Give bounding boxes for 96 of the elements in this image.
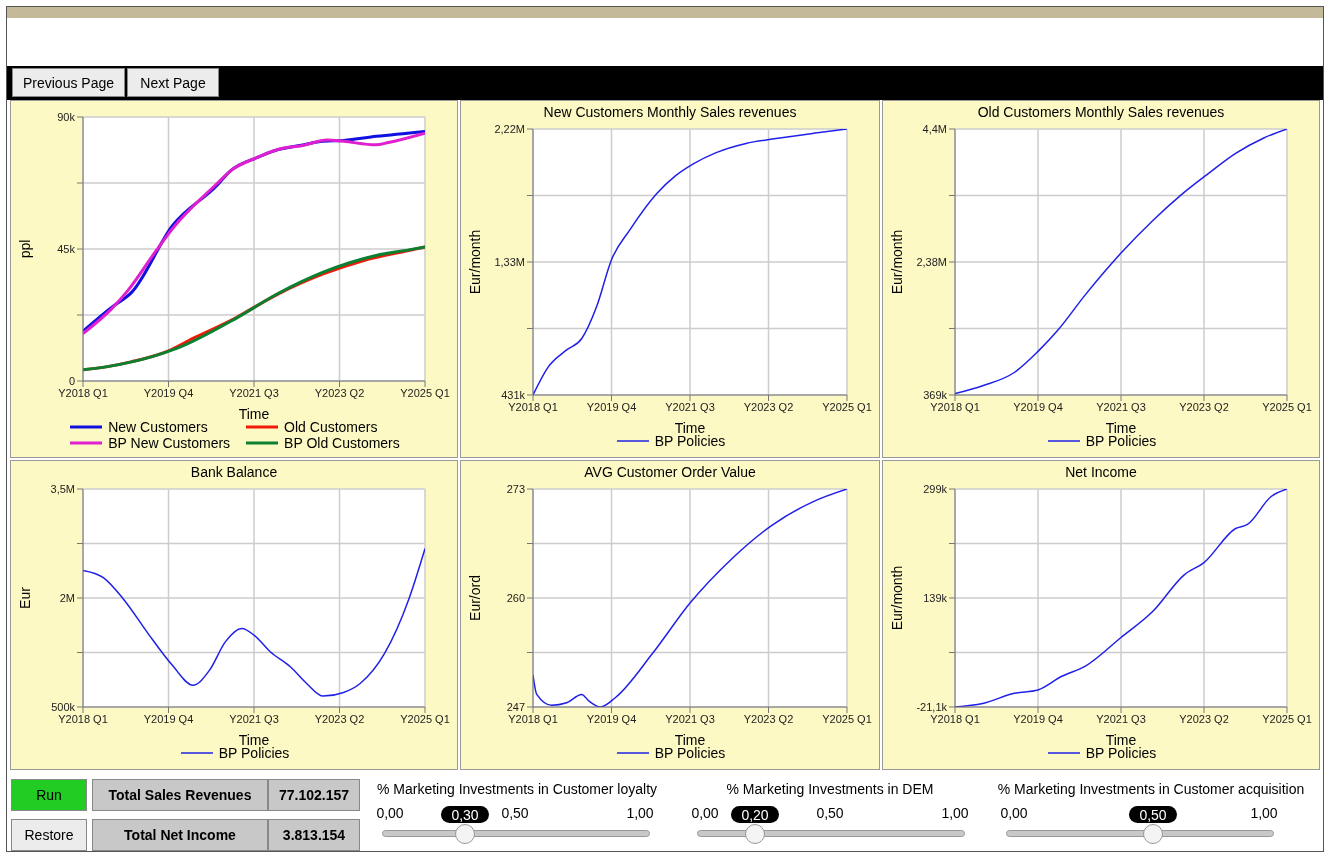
- x-axis-title: Time: [1105, 420, 1137, 436]
- label-box: Total Sales Revenues: [92, 779, 268, 811]
- x-tick-label: Y2023 Q2: [1179, 712, 1229, 725]
- x-tick-label: Y2025 Q1: [1262, 712, 1312, 725]
- y-tick-label: 247: [506, 700, 525, 713]
- button: Next Page: [127, 68, 219, 97]
- x-tick-label: Y2018 Q1: [930, 712, 980, 725]
- legend-label: BP Old Customers: [284, 435, 400, 451]
- x-tick-label: Y2023 Q2: [743, 400, 794, 413]
- text: 0,50: [500, 805, 530, 821]
- text: 0,00: [690, 805, 720, 821]
- y-axis-title: Eur/month: [466, 229, 483, 295]
- chart-title: Net Income: [1064, 463, 1138, 482]
- value-box: 3.813.154: [268, 819, 360, 851]
- legend-label: BP New Customers: [108, 435, 231, 451]
- x-tick-label: Y2018 Q1: [58, 712, 108, 725]
- y-tick-label: -21,1k: [916, 700, 948, 713]
- y-tick-label: 2M: [59, 591, 75, 604]
- x-tick-label: Y2021 Q3: [665, 400, 715, 413]
- x-tick-label: Y2025 Q1: [822, 400, 872, 413]
- legend-label: BP Policies: [654, 745, 726, 761]
- legend-label: BP Policies: [654, 433, 726, 449]
- y-tick-label: 2,38M: [916, 255, 947, 268]
- y-tick-label: 500k: [51, 700, 76, 713]
- text: 0,00: [999, 805, 1029, 821]
- x-tick-label: Y2021 Q3: [229, 712, 279, 725]
- button: Previous Page: [12, 68, 125, 97]
- x-axis-title: Time: [674, 732, 706, 748]
- x-tick-label: Y2023 Q2: [1179, 400, 1229, 413]
- chart-title: Old Customers Monthly Sales revenues: [976, 103, 1226, 122]
- y-tick-label: 90k: [57, 110, 76, 123]
- y-tick-label: 1,33M: [494, 255, 525, 268]
- label-box: Total Net Income: [92, 819, 268, 851]
- y-tick-label: 139k: [923, 591, 948, 604]
- y-tick-label: 260: [506, 591, 525, 604]
- legend-label: BP Policies: [218, 745, 290, 761]
- x-axis-title: Time: [238, 406, 270, 422]
- x-tick-label: Y2018 Q1: [508, 400, 558, 413]
- x-tick-label: Y2019 Q4: [586, 400, 637, 413]
- value-badge: 0,30: [441, 806, 489, 823]
- button: Restore: [11, 819, 87, 851]
- x-tick-label: Y2021 Q3: [1096, 712, 1146, 725]
- x-axis-title: Time: [238, 732, 270, 748]
- y-axis-title: Eur/ord: [466, 575, 483, 621]
- y-tick-label: 299k: [923, 482, 948, 495]
- text: % Marketing Investments in Customer loyalty: [376, 781, 658, 797]
- text: 1,00: [940, 805, 970, 821]
- x-tick-label: Y2023 Q2: [743, 712, 794, 725]
- x-tick-label: Y2025 Q1: [400, 712, 450, 725]
- y-axis-title: ppl: [16, 239, 33, 259]
- legend-label: Old Customers: [284, 419, 378, 435]
- y-tick-label: 369k: [923, 388, 948, 401]
- x-tick-label: Y2025 Q1: [1262, 400, 1312, 413]
- x-tick-label: Y2018 Q1: [930, 400, 980, 413]
- x-tick-label: Y2023 Q2: [314, 712, 365, 725]
- x-tick-label: Y2019 Q4: [143, 386, 194, 399]
- chart-title: New Customers Monthly Sales revenues: [542, 103, 798, 122]
- y-tick-label: 431k: [501, 388, 526, 401]
- x-tick-label: Y2019 Q4: [143, 712, 194, 725]
- text: 1,00: [625, 805, 655, 821]
- text: 1,00: [1249, 805, 1279, 821]
- y-tick-label: 45k: [57, 242, 76, 255]
- x-tick-label: Y2021 Q3: [1096, 400, 1146, 413]
- text: % Marketing Investments in Customer acquisition: [996, 781, 1306, 797]
- x-tick-label: Y2019 Q4: [586, 712, 637, 725]
- button: Run: [11, 779, 87, 811]
- x-axis-title: Time: [1105, 732, 1137, 748]
- value-badge: 0,20: [731, 806, 779, 823]
- chart-title: AVG Customer Order Value: [583, 463, 757, 482]
- text: 0,50: [815, 805, 845, 821]
- x-tick-label: Y2018 Q1: [508, 712, 558, 725]
- text: 0,00: [375, 805, 405, 821]
- x-axis-title: Time: [674, 420, 706, 436]
- x-tick-label: Y2021 Q3: [229, 386, 279, 399]
- y-tick-label: 273: [506, 482, 525, 495]
- text: % Marketing Investments in DEM: [726, 781, 934, 797]
- x-tick-label: Y2021 Q3: [665, 712, 715, 725]
- x-tick-label: Y2025 Q1: [822, 712, 872, 725]
- x-tick-label: Y2025 Q1: [400, 386, 450, 399]
- y-axis-title: Eur: [16, 586, 33, 609]
- y-tick-label: 0: [68, 374, 75, 387]
- x-tick-label: Y2023 Q2: [314, 386, 365, 399]
- legend-label: BP Policies: [1085, 745, 1157, 761]
- y-axis-title: Eur/month: [888, 565, 905, 631]
- legend-label: BP Policies: [1085, 433, 1157, 449]
- y-tick-label: 2,22M: [494, 122, 525, 135]
- x-tick-label: Y2019 Q4: [1013, 400, 1063, 413]
- x-tick-label: Y2018 Q1: [58, 386, 108, 399]
- y-tick-label: 4,4M: [922, 122, 947, 135]
- value-badge: 0,50: [1129, 806, 1177, 823]
- chart-title: Bank Balance: [189, 463, 279, 482]
- y-tick-label: 3,5M: [50, 482, 75, 495]
- value-box: 77.102.157: [268, 779, 360, 811]
- x-tick-label: Y2019 Q4: [1013, 712, 1063, 725]
- legend-label: New Customers: [108, 419, 208, 435]
- y-axis-title: Eur/month: [888, 229, 905, 295]
